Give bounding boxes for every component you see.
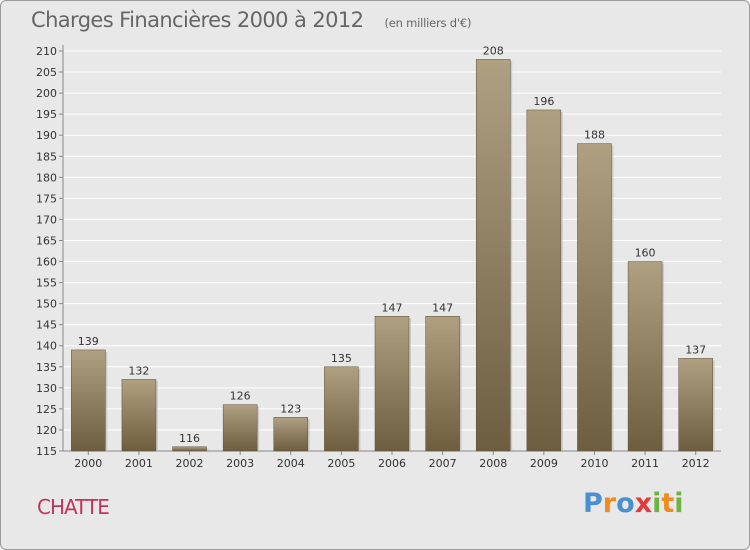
bar-value-label: 139: [78, 335, 99, 348]
y-tick-label: 160: [36, 256, 57, 269]
y-tick-label: 145: [36, 319, 57, 332]
bar: [324, 366, 359, 452]
bar: [121, 379, 157, 452]
y-tick-label: 180: [36, 171, 57, 184]
bar: [172, 446, 207, 452]
logo-letter: x: [634, 488, 653, 519]
title-row: Charges Financières 2000 à 2012 (en mill…: [31, 8, 471, 32]
y-tick-label: 165: [36, 234, 57, 247]
y-tick-label: 150: [36, 298, 57, 311]
place-name: CHATTE: [37, 495, 110, 519]
proxiti-logo: Proxiti: [583, 488, 684, 519]
y-tick-label: 155: [36, 277, 57, 290]
bar-value-label: 208: [483, 44, 504, 57]
bar-value-label: 160: [635, 247, 656, 260]
bar-value-label: 147: [432, 301, 453, 314]
y-tick-label: 140: [36, 340, 57, 353]
bar-value-label: 147: [382, 301, 403, 314]
logo-letter: i: [652, 488, 662, 519]
bar: [71, 349, 106, 452]
y-tick-label: 135: [36, 361, 57, 374]
x-tick-label: 2004: [277, 457, 305, 470]
x-tick-label: 2005: [327, 457, 355, 470]
x-tick-label: 2002: [176, 457, 204, 470]
logo-letter: P: [583, 488, 603, 519]
y-tick-label: 120: [36, 424, 57, 437]
bar: [526, 109, 562, 452]
chart-title: Charges Financières 2000 à 2012: [31, 8, 364, 32]
bar: [222, 404, 258, 452]
y-tick-label: 170: [36, 213, 57, 226]
y-tick-label: 125: [36, 403, 57, 416]
bar-value-label: 126: [230, 390, 251, 403]
bar-value-label: 116: [179, 432, 200, 445]
y-tick-label: 130: [36, 382, 57, 395]
x-tick-label: 2011: [631, 457, 659, 470]
y-tick-label: 210: [36, 45, 57, 58]
x-tick-label: 2012: [682, 457, 710, 470]
labels: 115 120 125 130 135 140 145 150 155 160 165 170 175 1…: [36, 44, 710, 470]
logo-letter: o: [616, 488, 635, 519]
x-tick-label: 2010: [580, 457, 608, 470]
logo-letter: r: [602, 488, 617, 519]
bar: [475, 59, 511, 452]
bar: [678, 358, 713, 452]
y-tick-label: 205: [36, 66, 57, 79]
bar-value-label: 196: [533, 95, 554, 108]
y-tick-label: 190: [36, 129, 57, 142]
x-tick-label: 2008: [479, 457, 507, 470]
x-tick-label: 2001: [125, 457, 153, 470]
x-tick-label: 2003: [226, 457, 254, 470]
bar-value-label: 137: [685, 343, 706, 356]
bars: [71, 59, 715, 452]
bar: [577, 143, 612, 452]
x-tick-label: 2000: [74, 457, 102, 470]
y-tick-label: 195: [36, 108, 57, 121]
bar-value-label: 188: [584, 129, 605, 142]
logo-letter: t: [661, 488, 675, 519]
y-tick-label: 175: [36, 192, 57, 205]
chart-subtitle: (en milliers d'€): [384, 16, 472, 30]
y-tick-label: 185: [36, 150, 57, 163]
bar: [425, 316, 460, 452]
bar: [374, 316, 410, 452]
x-tick-label: 2009: [530, 457, 558, 470]
x-tick-label: 2007: [429, 457, 457, 470]
bar: [273, 417, 309, 452]
x-tick-label: 2006: [378, 457, 406, 470]
bar-value-label: 123: [280, 402, 301, 415]
bar-value-label: 135: [331, 352, 352, 365]
bar-value-label: 132: [128, 364, 149, 377]
logo-letter: i: [674, 488, 684, 519]
y-tick-label: 115: [36, 445, 57, 458]
bar: [627, 261, 663, 452]
y-tick-label: 200: [36, 87, 57, 100]
